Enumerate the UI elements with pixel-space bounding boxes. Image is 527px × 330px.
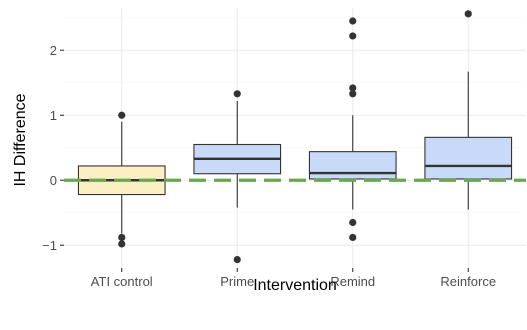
x-tick-label: Reinforce: [440, 274, 496, 289]
outlier-point: [464, 10, 472, 18]
y-tick-label: 2: [50, 43, 57, 58]
outlier-point: [118, 233, 126, 242]
outlier-point: [349, 233, 357, 242]
outlier-point: [349, 84, 357, 92]
y-axis-title: IH Difference: [12, 93, 29, 186]
y-tick-label: 0: [50, 173, 57, 188]
y-tick-layer: −1 0 1 2: [42, 43, 64, 253]
outlier-point: [118, 240, 126, 248]
outlier-point: [233, 255, 241, 264]
x-tick-layer: ATI control Prime Remind Reinforce: [91, 268, 496, 289]
box-iqr: [424, 136, 513, 180]
box-reinforce: [424, 10, 513, 210]
box-layer: [77, 10, 513, 264]
x-tick-label: Prime: [220, 274, 254, 289]
box-prime: [193, 90, 282, 264]
box-iqr: [308, 151, 397, 180]
box-remind: [308, 17, 397, 242]
outlier-point: [349, 218, 357, 227]
x-tick-label: Remind: [330, 274, 375, 289]
x-tick-label: ATI control: [91, 274, 153, 289]
outlier-point: [349, 17, 357, 25]
y-tick-label: −1: [42, 238, 57, 253]
outlier-point: [233, 90, 241, 98]
outlier-point: [118, 111, 126, 119]
y-tick-label: 1: [50, 108, 57, 123]
outlier-point: [349, 90, 357, 98]
outlier-point: [349, 32, 357, 40]
x-axis-title: Intervention: [253, 277, 337, 294]
